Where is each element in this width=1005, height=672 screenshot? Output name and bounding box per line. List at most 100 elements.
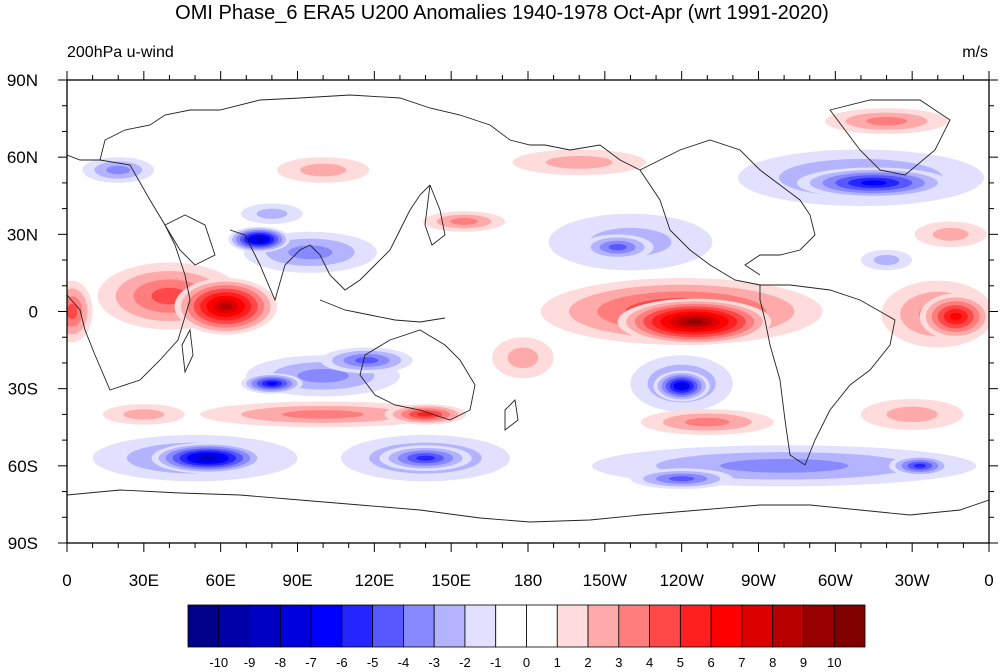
coastlines xyxy=(67,94,989,523)
lat-label: 30N xyxy=(7,225,38,244)
colorbar-swatch xyxy=(464,604,497,648)
anomaly-contour-26-level-4 xyxy=(608,243,627,251)
colorbar-label: 9 xyxy=(800,655,807,670)
anomaly-contour-2-level-2 xyxy=(545,155,613,169)
coastline-europe-asia xyxy=(99,94,545,161)
lon-label: 0 xyxy=(984,571,993,590)
colorbar-swatch xyxy=(587,604,620,648)
anomaly-contour-24-level-4 xyxy=(355,357,379,364)
colorbar-swatch xyxy=(833,604,866,648)
colorbar-label: -1 xyxy=(490,655,502,670)
lon-label: 90W xyxy=(741,571,776,590)
anomaly-contour-12-level-3 xyxy=(297,368,349,383)
colorbar-label: -9 xyxy=(244,655,256,670)
longitude-labels: 0 30E 60E 90E 120E 150E 180 150W 120W 90W 60W 30W 0 xyxy=(62,571,993,590)
lon-label: 150E xyxy=(431,571,471,590)
colorbar-label: 3 xyxy=(615,655,622,670)
anomaly-contour-19-level-3 xyxy=(866,116,908,126)
lat-label: 60N xyxy=(7,148,38,167)
coastline-north-america-west xyxy=(639,169,761,286)
coastline-south-america xyxy=(759,284,896,466)
left-label: 200hPa u-wind xyxy=(67,44,174,61)
anomaly-contour-31-level-6 xyxy=(949,312,962,321)
coastline-antarctica xyxy=(67,489,989,523)
colorbar-label: 1 xyxy=(554,655,561,670)
colorbar-swatch xyxy=(495,604,527,648)
anomaly-contour-33-level-6 xyxy=(860,180,887,186)
anomaly-contour-13-level-3 xyxy=(282,410,365,419)
coastline-madagascar xyxy=(181,328,194,374)
colorbar-swatch xyxy=(741,604,774,648)
lon-label: 90E xyxy=(282,571,312,590)
colorbar-swatch xyxy=(618,604,650,648)
colorbar-swatch xyxy=(433,604,466,648)
anomaly-contour-34-level-7 xyxy=(677,383,686,389)
coastline-north-america xyxy=(639,139,816,276)
anomaly-contour-25-level-4 xyxy=(668,476,695,482)
anomaly-contour-7-level-2 xyxy=(886,406,938,423)
coastline-indonesia xyxy=(319,299,446,323)
colorbar-swatch xyxy=(403,604,435,648)
lat-label: 0 xyxy=(29,303,38,322)
colorbar-label: -6 xyxy=(336,655,348,670)
anomaly-contour-28-level-5 xyxy=(417,412,434,417)
colorbar-label: -2 xyxy=(459,655,471,670)
coastline-australia xyxy=(359,329,476,421)
anomaly-contour-8-level-2 xyxy=(123,409,165,420)
anomaly-contour-0-level-2 xyxy=(256,208,288,219)
colorbar-label: 8 xyxy=(769,655,776,670)
anomaly-contour-23-level-4 xyxy=(67,303,78,320)
anomaly-contour-6-level-2 xyxy=(873,254,900,266)
colorbar-swatch xyxy=(187,604,220,648)
anomaly-contour-29-level-5 xyxy=(416,455,435,461)
colorbar-label: 7 xyxy=(738,655,745,670)
lon-label: 30W xyxy=(895,571,930,590)
anomaly-contour-3-level-2 xyxy=(507,347,539,369)
colorbar-label: -3 xyxy=(428,655,440,670)
anomaly-contour-35-level-8 xyxy=(219,302,233,310)
colorbar-swatch xyxy=(710,604,743,648)
lat-label: 90S xyxy=(8,534,38,553)
lon-label: 60E xyxy=(206,571,236,590)
colorbar-swatch xyxy=(372,604,404,648)
colorbar-swatch xyxy=(649,604,681,648)
anomaly-field xyxy=(67,108,989,489)
colorbar-label: -7 xyxy=(305,655,317,670)
colorbar-swatch xyxy=(249,604,281,648)
coastline-india xyxy=(229,229,311,302)
lat-label: 30S xyxy=(8,380,38,399)
lon-label: 150W xyxy=(583,571,627,590)
colorbar-swatch xyxy=(526,604,558,648)
colorbar-swatch xyxy=(772,604,804,648)
anomaly-contour-21-level-3 xyxy=(106,165,131,175)
colorbar-swatch xyxy=(679,604,712,648)
lat-label: 90N xyxy=(7,71,38,90)
coastline-greenland xyxy=(829,99,951,176)
colorbar: -10 -9 -8 -7 -6 -5 -4 -3 -2 -1 0 1 2 3 4 5 6 7 8 9 10 xyxy=(187,604,866,670)
colorbar-label: -5 xyxy=(367,655,379,670)
figure-title: OMI Phase_6 ERA5 U200 Anomalies 1940-197… xyxy=(175,2,829,24)
anomaly-contour-5-level-2 xyxy=(932,227,969,241)
coastline-africa xyxy=(67,154,191,391)
colorbar-swatch xyxy=(218,604,250,648)
colorbar-label: 6 xyxy=(708,655,715,670)
anomaly-contour-32-level-6 xyxy=(266,381,278,386)
anomaly-contour-37-level-8 xyxy=(200,456,215,461)
anomaly-contour-9-level-3 xyxy=(288,245,333,260)
colorbar-label: 0 xyxy=(523,655,530,670)
colorbar-label: 4 xyxy=(646,655,653,670)
colorbar-swatch xyxy=(556,604,589,648)
coastline-arabia xyxy=(164,214,216,266)
anomaly-contour-20-level-3 xyxy=(450,218,478,225)
colorbar-label: 2 xyxy=(584,655,591,670)
lon-label: 120E xyxy=(354,571,394,590)
latitude-labels: 90N 60N 30N 0 30S 60S 90S xyxy=(7,71,38,553)
colorbar-label: -8 xyxy=(275,655,287,670)
lon-label: 120W xyxy=(659,571,703,590)
lon-label: 30E xyxy=(129,571,159,590)
coastline-new-zealand xyxy=(504,399,519,431)
anomaly-contour-14-level-3 xyxy=(685,417,730,427)
lon-label: 60W xyxy=(818,571,853,590)
plot-area xyxy=(67,80,989,543)
